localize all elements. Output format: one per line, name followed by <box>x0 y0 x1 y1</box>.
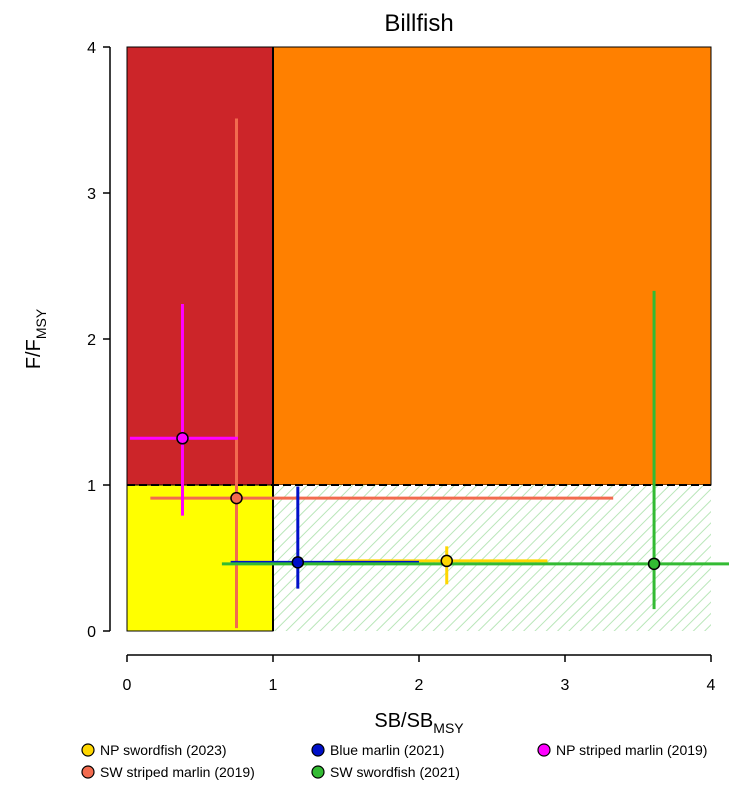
legend-label-np-striped-marlin-2019: NP striped marlin (2019) <box>556 742 707 758</box>
zone-overfished <box>126 484 274 632</box>
y-tick-label: 1 <box>87 478 96 495</box>
point-np-swordfish-2023 <box>440 554 453 568</box>
x-tick-label: 0 <box>123 677 132 694</box>
y-tick-label: 2 <box>87 332 96 349</box>
zone-healthy <box>273 485 711 631</box>
y-tick-label: 3 <box>87 186 96 203</box>
y-axis-title: F/FMSY <box>23 308 49 369</box>
x-axis-title: SB/SBMSY <box>374 710 464 736</box>
y-tick-label: 4 <box>87 40 96 57</box>
legend-label-blue-marlin-2021: Blue marlin (2021) <box>330 742 444 758</box>
legend-label-np-swordfish-2023: NP swordfish (2023) <box>100 742 227 758</box>
point-np-striped-marlin-2019 <box>176 432 189 445</box>
legend: NP swordfish (2023) SW striped marlin (20… <box>81 742 707 780</box>
zone-overfishing <box>272 46 712 486</box>
x-tick-label: 1 <box>269 677 278 694</box>
legend-marker-sw-striped-marlin-2019 <box>81 765 95 779</box>
x-tick-label: 2 <box>415 677 424 694</box>
legend-label-sw-swordfish-2021: SW swordfish (2021) <box>330 764 460 780</box>
chart-title: Billfish <box>384 10 453 37</box>
x-tick-label: 3 <box>561 677 570 694</box>
legend-marker-sw-swordfish-2021 <box>311 765 325 779</box>
y-axis: 0 1 2 3 4 <box>87 40 111 641</box>
zone-overfished-and-overfishing <box>126 46 274 486</box>
point-sw-striped-marlin-2019 <box>230 491 243 505</box>
x-axis: 0 1 2 3 4 <box>123 654 716 694</box>
legend-marker-blue-marlin-2021 <box>311 743 325 757</box>
y-tick-label: 0 <box>87 624 96 641</box>
legend-marker-np-striped-marlin-2019 <box>537 743 551 757</box>
data-points <box>176 432 661 571</box>
point-blue-marlin-2021 <box>291 556 305 569</box>
legend-marker-np-swordfish-2023 <box>81 743 95 757</box>
reference-lines <box>127 47 711 631</box>
zone-backgrounds <box>126 46 712 632</box>
x-tick-label: 4 <box>707 677 716 694</box>
error-bars <box>129 118 729 629</box>
legend-label-sw-striped-marlin-2019: SW striped marlin (2019) <box>100 764 255 780</box>
point-sw-swordfish-2021 <box>647 557 661 571</box>
